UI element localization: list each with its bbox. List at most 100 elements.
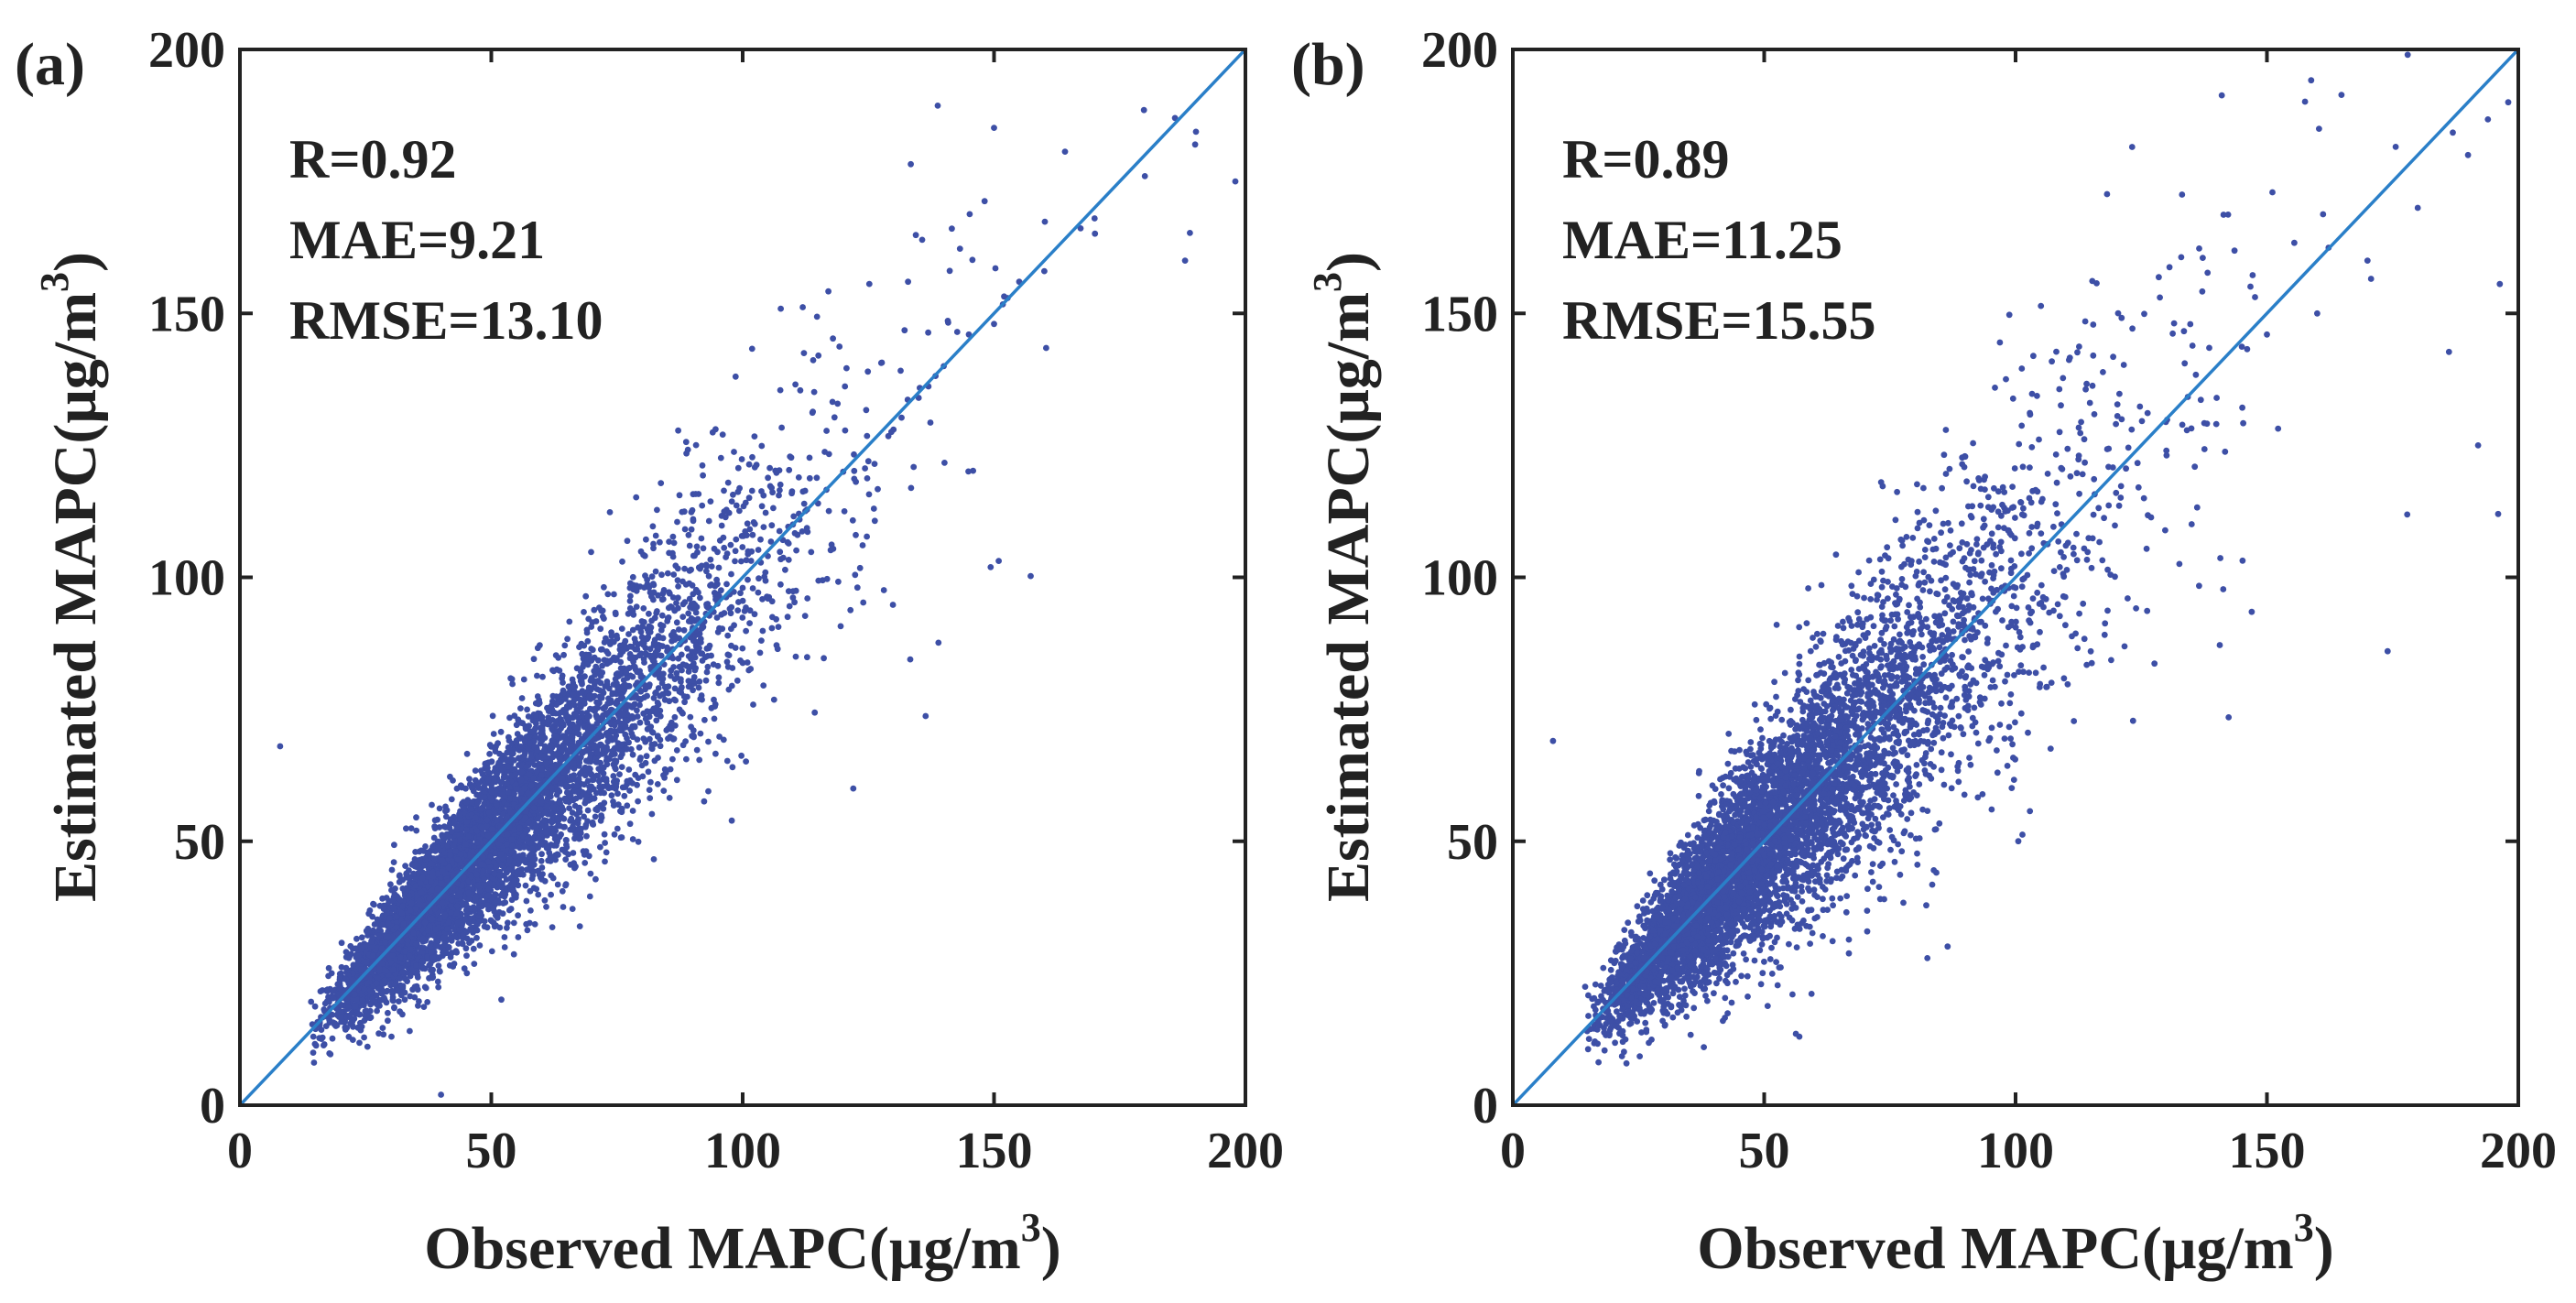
scatter-point	[463, 819, 471, 825]
scatter-point	[925, 329, 931, 336]
scatter-point	[668, 672, 674, 679]
scatter-point	[555, 654, 562, 661]
scatter-point	[487, 917, 495, 924]
scatter-point	[652, 532, 659, 539]
scatter-point	[875, 485, 881, 493]
scatter-point	[788, 454, 795, 461]
scatter-point	[356, 1039, 363, 1047]
scatter-point	[806, 474, 813, 482]
scatter-point	[522, 725, 529, 733]
scatter-point	[725, 509, 733, 516]
scatter-point	[596, 777, 603, 785]
scatter-point	[715, 674, 723, 681]
scatter-point	[462, 945, 470, 952]
scatter-point	[412, 849, 418, 855]
scatter-point	[889, 602, 897, 608]
scatter-point	[600, 805, 607, 812]
scatter-point	[572, 711, 580, 718]
scatter-point	[636, 719, 644, 726]
scatter-point	[396, 873, 403, 879]
scatter-point	[715, 679, 723, 687]
scatter-point	[497, 728, 505, 735]
scatter-point	[586, 893, 593, 900]
scatter-point	[325, 964, 332, 972]
scatter-point	[522, 809, 529, 816]
scatter-point	[539, 673, 546, 680]
scatter-point	[474, 799, 482, 806]
scatter-point	[730, 491, 736, 498]
scatter-point	[325, 972, 332, 980]
scatter-point	[946, 267, 953, 275]
scatter-point	[800, 500, 808, 507]
scatter-point	[671, 607, 679, 614]
scatter-point	[727, 541, 734, 548]
scatter-point	[782, 566, 788, 573]
scatter-point	[774, 646, 781, 653]
scatter-point	[776, 527, 783, 535]
scatter-point	[311, 1003, 319, 1010]
scatter-point	[792, 587, 799, 594]
scatter-point	[647, 589, 654, 596]
scatter-point	[726, 605, 734, 613]
scatter-point	[361, 1034, 367, 1041]
scatter-point	[549, 692, 557, 700]
scatter-point	[645, 768, 652, 776]
scatter-point	[740, 503, 747, 510]
scatter-point	[1181, 257, 1189, 264]
scatter-point	[747, 666, 755, 672]
scatter-point	[697, 594, 703, 602]
scatter-point	[728, 817, 735, 824]
scatter-point	[718, 522, 725, 529]
scatter-point	[700, 545, 707, 552]
scatter-point	[559, 887, 566, 895]
scatter-point	[560, 768, 568, 776]
scatter-point	[541, 809, 549, 817]
scatter-point	[509, 680, 516, 688]
scatter-point	[567, 826, 574, 833]
scatter-point	[356, 1025, 364, 1032]
scatter-point	[760, 682, 767, 689]
scatter-point	[640, 605, 647, 612]
scatter-point	[1061, 148, 1069, 156]
scatter-point	[829, 398, 836, 406]
scatter-point	[877, 360, 885, 366]
scatter-point	[471, 961, 478, 967]
scatter-point	[408, 825, 415, 831]
scatter-point	[738, 558, 745, 565]
scatter-point	[743, 627, 749, 635]
scatter-point	[355, 952, 362, 960]
scatter-point	[582, 772, 589, 779]
scatter-point	[538, 857, 545, 864]
scatter-point	[718, 587, 724, 594]
scatter-point	[675, 583, 681, 590]
scatter-point	[803, 525, 810, 532]
scatter-point	[695, 684, 702, 691]
scatter-point	[460, 874, 467, 881]
scatter-point	[670, 664, 677, 670]
scatter-point	[443, 842, 451, 850]
scatter-point	[396, 878, 403, 885]
scatter-point	[723, 757, 731, 765]
scatter-point	[651, 708, 658, 715]
scatter-point	[842, 427, 849, 434]
scatter-point	[624, 537, 631, 545]
scatter-point	[670, 696, 678, 703]
scatter-point	[775, 624, 782, 630]
scatter-point	[514, 868, 521, 875]
scatter-point	[490, 731, 497, 737]
scatter-point	[650, 540, 657, 548]
scatter-point	[664, 570, 671, 577]
scatter-point	[1141, 173, 1148, 179]
scatter-point	[473, 927, 481, 934]
scatter-point	[722, 514, 729, 521]
scatter-point	[621, 792, 628, 799]
scatter-point	[758, 637, 765, 644]
scatter-point	[640, 656, 647, 663]
scatter-point	[660, 772, 667, 778]
scatter-point	[637, 548, 645, 555]
scatter-point	[629, 715, 636, 722]
scatter-point	[321, 1006, 328, 1013]
scatter-point	[342, 964, 350, 972]
scatter-point	[753, 461, 760, 469]
scatter-point	[712, 426, 719, 433]
